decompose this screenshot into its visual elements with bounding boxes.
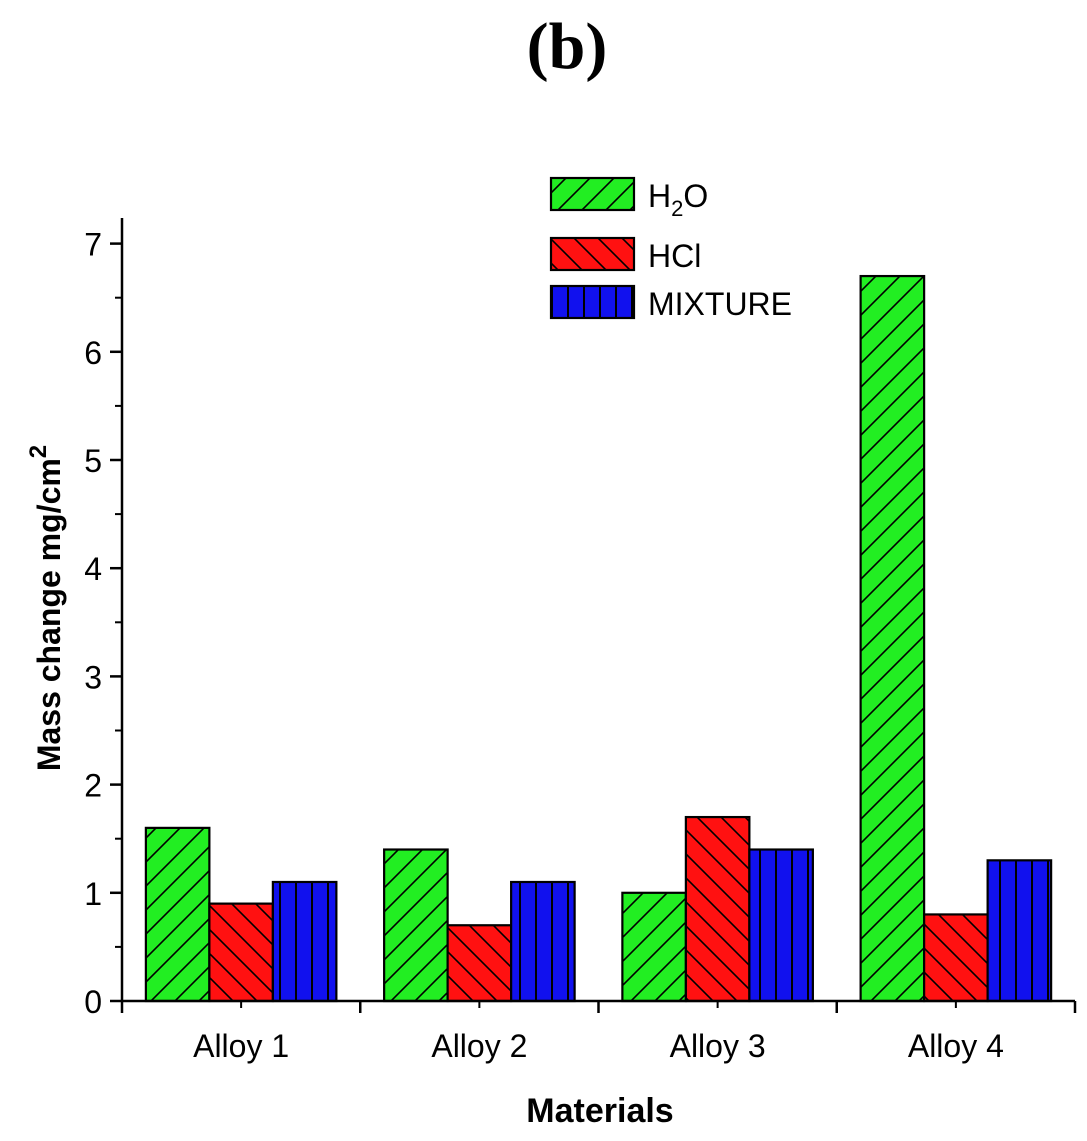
legend-swatch-mixture bbox=[549, 284, 636, 320]
bar-mixture-alloy-3 bbox=[748, 848, 814, 1003]
bar-hcl-alloy-1 bbox=[208, 902, 274, 1003]
y-tick-label: 7 bbox=[84, 227, 102, 263]
legend-swatch-hcl bbox=[549, 236, 636, 272]
legend-label-mixture: MIXTURE bbox=[648, 286, 792, 322]
bar-h2o-alloy-1 bbox=[144, 826, 211, 1003]
axes-group: 0 1 2 3 4 5 6 7 Alloy 1 Alloy 2 Alloy 3 Alloy 4 bbox=[84, 218, 1077, 1064]
bar-hcl-alloy-3 bbox=[684, 815, 751, 1003]
bars-group bbox=[144, 274, 1053, 1003]
y-axis-label-main: Mass change mg/cm bbox=[31, 458, 67, 771]
y-tick-label: 0 bbox=[84, 984, 102, 1020]
y-tick-label: 1 bbox=[84, 876, 102, 912]
y-tick-label: 5 bbox=[84, 443, 102, 479]
bar-mixture-alloy-4 bbox=[986, 859, 1053, 1003]
y-tick-label: 6 bbox=[84, 335, 102, 371]
bar-h2o-alloy-3 bbox=[621, 891, 687, 1003]
bar-mixture-alloy-2 bbox=[510, 880, 576, 1003]
bar-h2o-alloy-4 bbox=[859, 274, 926, 1003]
x-tick-label: Alloy 1 bbox=[193, 1028, 289, 1064]
bar-mixture-alloy-1 bbox=[271, 880, 338, 1003]
bar-hcl-alloy-4 bbox=[923, 913, 989, 1003]
y-tick-label: 2 bbox=[84, 768, 102, 804]
x-axis-label: Materials bbox=[526, 1092, 673, 1130]
y-axis-label: Mass change mg/cm2 bbox=[25, 445, 67, 771]
x-tick-label: Alloy 3 bbox=[670, 1028, 766, 1064]
x-tick-label: Alloy 4 bbox=[908, 1028, 1004, 1064]
bar-h2o-alloy-2 bbox=[383, 848, 449, 1003]
y-axis-label-superscript: 2 bbox=[25, 445, 52, 458]
legend-label-hcl: HCl bbox=[648, 238, 701, 274]
bar-hcl-alloy-2 bbox=[446, 924, 513, 1003]
y-tick-label: 4 bbox=[84, 551, 102, 587]
legend-swatch-h2o bbox=[549, 176, 636, 212]
legend: H2O HCl MIXTURE bbox=[549, 176, 792, 322]
panel-label: (b) bbox=[527, 10, 608, 83]
legend-label-h2o: H2O bbox=[648, 178, 708, 221]
x-tick-label: Alloy 2 bbox=[431, 1028, 527, 1064]
y-tick-label: 3 bbox=[84, 659, 102, 695]
